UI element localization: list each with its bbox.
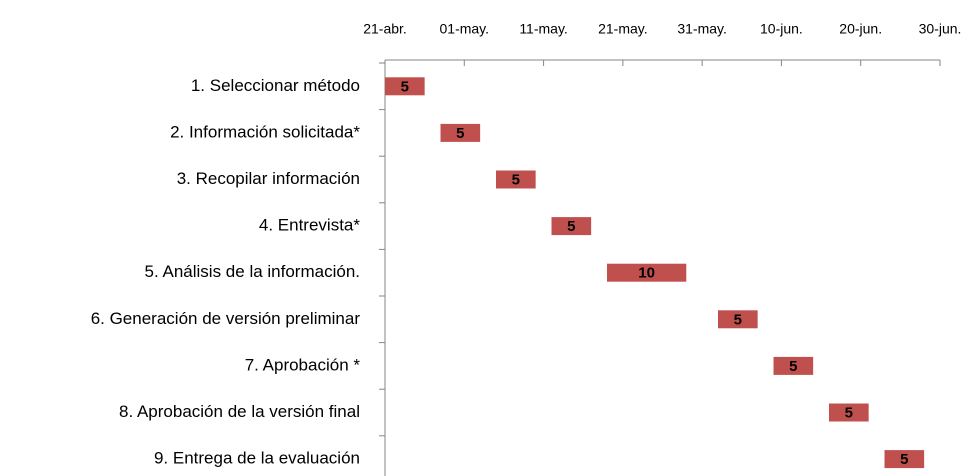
- bar: [551, 217, 592, 236]
- bar: [718, 310, 758, 329]
- x-tick-label: 21-abr.: [363, 21, 407, 37]
- bar: [440, 123, 481, 142]
- y-tick-label: 1. Seleccionar método: [191, 76, 360, 95]
- y-tick-label: 3. Recopilar información: [177, 169, 360, 188]
- y-tick-label: 8. Aprobación de la versión final: [119, 402, 360, 421]
- x-tick-label: 11-may.: [519, 21, 568, 37]
- data-label: 5: [900, 451, 908, 468]
- x-tick-label: 30-jun.: [919, 21, 962, 37]
- data-label: 5: [789, 358, 797, 375]
- x-tick-label: 01-may.: [440, 21, 490, 37]
- data-label: 5: [401, 78, 409, 95]
- data-label: 5: [456, 125, 464, 142]
- bar: [496, 170, 536, 189]
- bar: [829, 403, 869, 422]
- data-label: 5: [512, 171, 520, 188]
- y-tick-label: 6. Generación de versión preliminar: [91, 309, 361, 328]
- data-label: 10: [638, 265, 655, 282]
- x-tick-label: 21-may.: [598, 21, 648, 37]
- bar: [607, 263, 687, 282]
- y-tick-label: 9. Entrega de la evaluación: [154, 449, 360, 468]
- bar: [884, 450, 925, 469]
- x-tick-label: 31-may.: [677, 21, 727, 37]
- x-tick-label: 20-jun.: [839, 21, 882, 37]
- data-label: 5: [567, 218, 575, 235]
- data-label: 5: [845, 404, 853, 421]
- bar: [773, 356, 814, 375]
- y-tick-label: 4. Entrevista*: [259, 216, 360, 235]
- data-label: 5: [734, 311, 742, 328]
- y-tick-label: 7. Aprobación *: [245, 355, 361, 374]
- x-tick-label: 10-jun.: [760, 21, 803, 37]
- y-tick-label: 2. Información solicitada*: [170, 122, 360, 141]
- bar: [385, 77, 425, 96]
- y-tick-label: 5. Análisis de la información.: [145, 262, 360, 281]
